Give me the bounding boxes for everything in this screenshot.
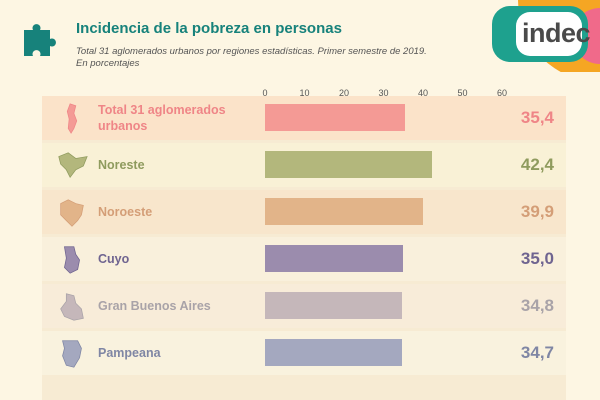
x-tick-label: 40 xyxy=(417,88,428,98)
category-label: Gran Buenos Aires xyxy=(98,299,211,313)
bar xyxy=(265,198,423,225)
bar xyxy=(265,292,403,319)
region-map-icon xyxy=(63,246,80,274)
bar xyxy=(265,245,404,272)
puzzle-icon xyxy=(24,24,56,56)
bar xyxy=(265,151,433,178)
value-label: 39,9 xyxy=(520,202,554,221)
chart-subtitle: Total 31 aglomerados urbanos por regione… xyxy=(76,46,427,57)
category-label: Noreste xyxy=(98,158,145,172)
bar xyxy=(265,339,403,366)
x-tick-label: 10 xyxy=(299,88,310,98)
x-tick-label: 20 xyxy=(338,88,349,98)
category-label: Noroeste xyxy=(98,205,153,219)
chart-row: Pampeana 34,7 xyxy=(42,331,566,375)
header: Incidencia de la pobreza en personas Tot… xyxy=(0,0,600,80)
chart-units: En porcentajes xyxy=(76,58,140,69)
chart-row: Cuyo 35,0 xyxy=(42,237,566,281)
indec-logo-shapes xyxy=(492,0,600,72)
category-label: Cuyo xyxy=(98,252,130,266)
region-map-icon xyxy=(60,293,84,321)
region-map-icon xyxy=(62,340,82,368)
x-tick-label: 30 xyxy=(378,88,389,98)
x-tick-label: 0 xyxy=(262,88,268,98)
value-label: 35,4 xyxy=(520,108,554,127)
value-label: 34,7 xyxy=(520,343,554,362)
region-map-icon xyxy=(66,103,78,134)
region-map-icon xyxy=(58,152,88,179)
category-label: Total 31 aglomerados urbanos xyxy=(98,103,226,133)
x-tick-label: 60 xyxy=(496,88,507,98)
region-map-icon xyxy=(60,199,84,227)
chart-row: Gran Buenos Aires 34,8 xyxy=(42,284,566,328)
value-label: 42,4 xyxy=(520,155,554,174)
value-label: 34,8 xyxy=(520,296,554,315)
x-tick-label: 50 xyxy=(457,88,468,98)
category-label: Pampeana xyxy=(98,346,161,360)
bar xyxy=(265,104,405,131)
chart-row: Noreste 42,4 xyxy=(42,143,566,187)
value-label: 35,0 xyxy=(520,249,554,268)
chart-row: Noroeste 39,9 xyxy=(42,190,566,234)
indec-logo[interactable]: indec xyxy=(522,18,591,48)
chart-row: Total 31 aglomerados urbanos 35,4 xyxy=(42,96,566,140)
chart-title: Incidencia de la pobreza en personas xyxy=(76,20,342,37)
